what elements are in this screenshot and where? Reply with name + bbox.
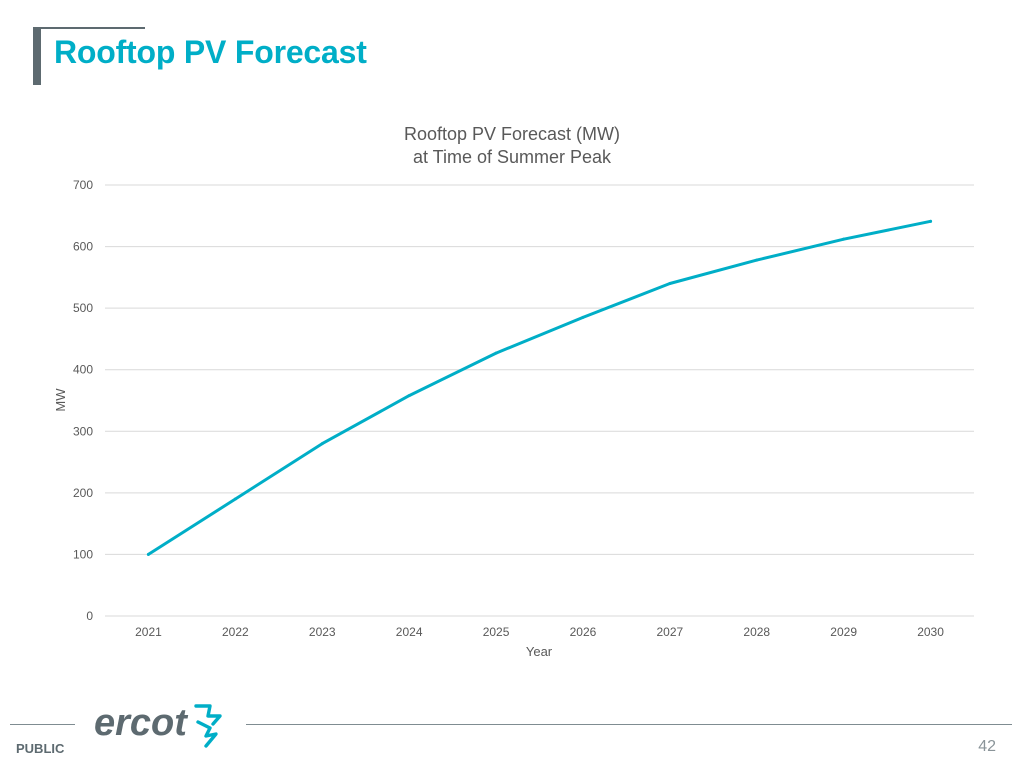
x-tick-label-2030: 2030 (917, 625, 944, 639)
line-chart: Rooftop PV Forecast (MW) at Time of Summe… (53, 124, 974, 659)
series-line-1 (146, 219, 933, 556)
data-point-2024 (407, 394, 411, 398)
data-point-2028 (755, 258, 759, 262)
y-tick-label-200: 200 (73, 486, 93, 500)
page-number: 42 (978, 738, 996, 755)
data-point-2027 (668, 282, 672, 286)
y-axis-label: MW (53, 388, 68, 412)
data-point-2021 (146, 552, 150, 556)
y-tick-label-100: 100 (73, 547, 93, 561)
page-title: Rooftop PV Forecast (54, 34, 367, 70)
y-tick-label-500: 500 (73, 301, 93, 315)
y-tick-label-600: 600 (73, 240, 93, 254)
footer-divider-right (246, 724, 1012, 725)
x-tick-label-2021: 2021 (135, 625, 162, 639)
data-point-2029 (842, 237, 846, 241)
x-tick-label-2025: 2025 (483, 625, 510, 639)
footer-divider-left (10, 724, 75, 725)
x-axis-label: Year (526, 644, 553, 659)
title-accent-line (41, 27, 145, 29)
chart-title-line-2: at Time of Summer Peak (413, 147, 612, 167)
y-tick-label-0: 0 (86, 609, 93, 623)
x-tick-label-2028: 2028 (743, 625, 770, 639)
ercot-logo: ercot (94, 702, 222, 748)
x-tick-label-2027: 2027 (656, 625, 683, 639)
x-tick-label-2023: 2023 (309, 625, 336, 639)
x-tick-label-2022: 2022 (222, 625, 249, 639)
data-point-2026 (581, 315, 585, 319)
data-point-2023 (320, 442, 324, 446)
x-tick-label-2024: 2024 (396, 625, 423, 639)
data-point-2030 (929, 219, 933, 223)
data-point-2025 (494, 351, 498, 355)
title-accent-bar (33, 27, 41, 85)
y-tick-label-400: 400 (73, 363, 93, 377)
x-tick-label-2026: 2026 (570, 625, 597, 639)
y-tick-label-700: 700 (73, 178, 93, 192)
texas-lightning-icon (194, 704, 222, 748)
logo-wordmark: ercot (94, 702, 188, 744)
y-tick-label-300: 300 (73, 424, 93, 438)
chart-title-line-1: Rooftop PV Forecast (MW) (404, 124, 620, 144)
classification-label: PUBLIC (16, 741, 65, 756)
data-point-2022 (233, 497, 237, 501)
x-tick-label-2029: 2029 (830, 625, 857, 639)
